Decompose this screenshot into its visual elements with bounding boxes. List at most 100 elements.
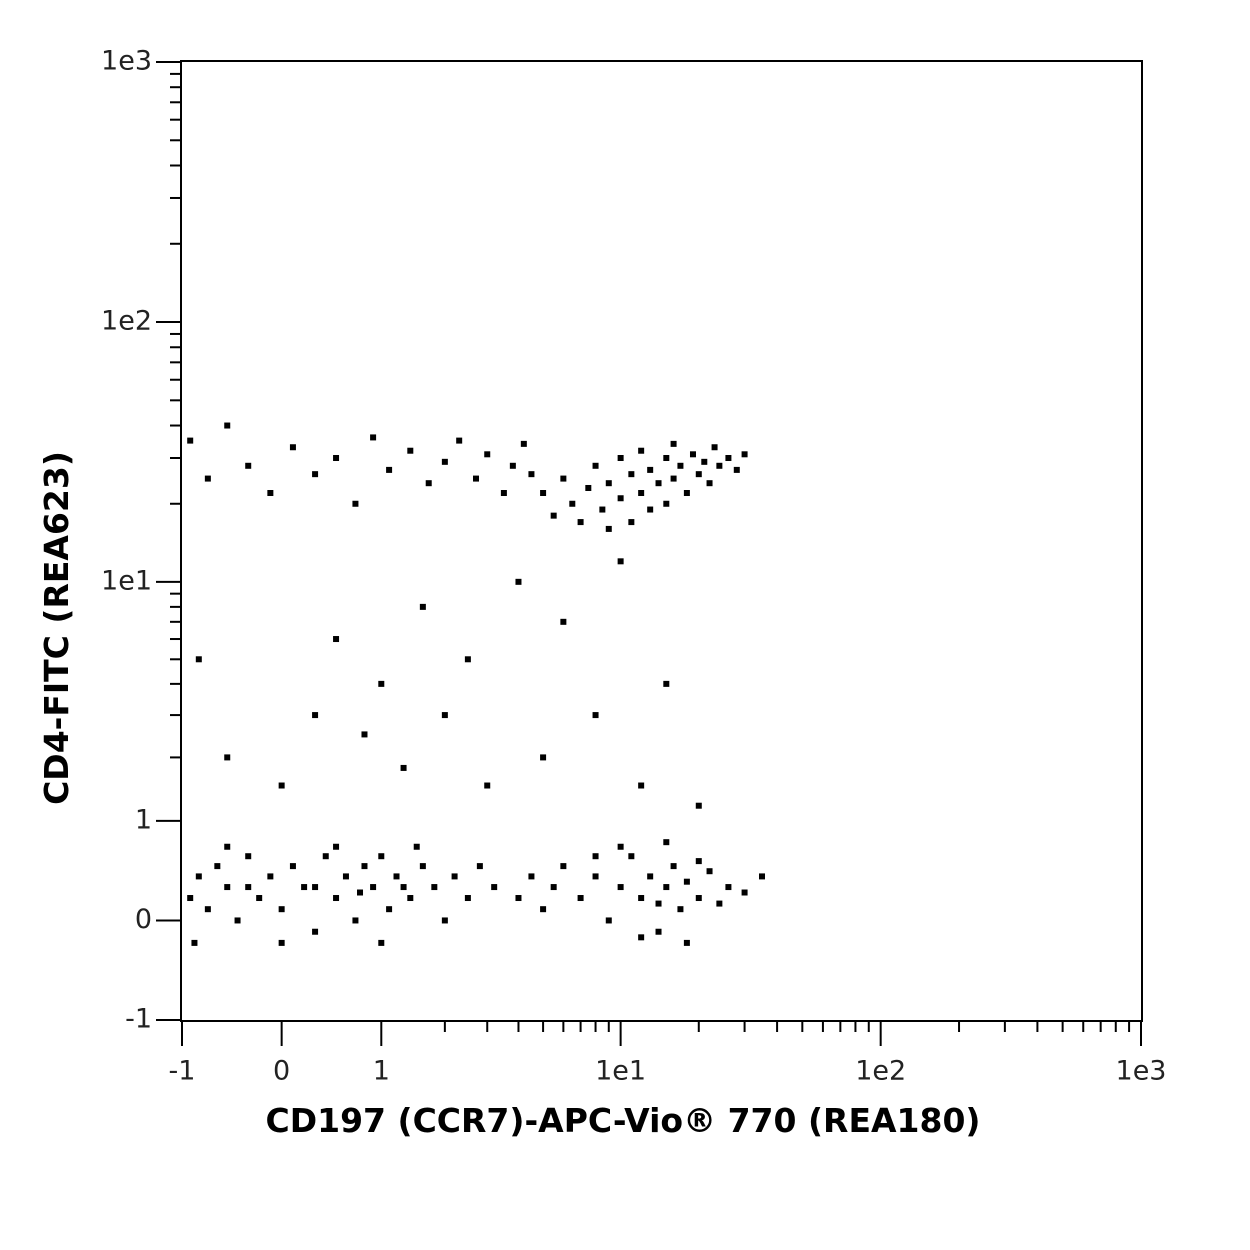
data-point — [725, 884, 732, 891]
data-point — [585, 484, 592, 491]
data-point — [725, 455, 732, 462]
data-point — [224, 843, 231, 850]
x-tick-label: 0 — [273, 1056, 290, 1087]
data-point — [491, 884, 498, 891]
data-point — [407, 447, 414, 454]
data-point — [224, 884, 231, 891]
data-point — [706, 480, 713, 487]
data-point — [370, 434, 377, 441]
data-point — [670, 475, 677, 482]
data-point — [683, 878, 690, 885]
data-point — [187, 437, 194, 444]
data-point — [683, 490, 690, 497]
data-point — [741, 889, 748, 896]
data-point — [663, 455, 670, 462]
data-point — [599, 506, 606, 513]
data-point — [663, 839, 670, 846]
data-point — [191, 939, 198, 946]
data-point — [413, 843, 420, 850]
data-point — [245, 853, 252, 860]
data-point — [528, 873, 535, 880]
data-point — [716, 462, 723, 469]
data-point — [663, 500, 670, 507]
x-axis-title: CD197 (CCR7)-APC-Vio® 770 (REA180) — [266, 1101, 981, 1140]
data-point — [322, 853, 329, 860]
data-point — [224, 754, 231, 761]
data-point — [605, 917, 612, 924]
data-point — [628, 853, 635, 860]
data-point — [333, 636, 340, 643]
data-point — [400, 764, 407, 771]
data-point — [333, 455, 340, 462]
data-point — [451, 873, 458, 880]
data-point — [441, 917, 448, 924]
data-point — [628, 519, 635, 526]
data-point — [441, 458, 448, 465]
data-point — [234, 917, 241, 924]
data-point — [716, 900, 723, 907]
data-point — [204, 475, 211, 482]
data-point — [278, 782, 285, 789]
y-tick-label: 1e1 — [101, 565, 152, 596]
data-point — [701, 458, 708, 465]
data-point — [289, 444, 296, 451]
data-point — [476, 863, 483, 870]
data-point — [333, 895, 340, 902]
data-point — [569, 500, 576, 507]
data-point — [540, 906, 547, 913]
data-point — [683, 939, 690, 946]
data-point — [361, 731, 368, 738]
data-point — [592, 712, 599, 719]
data-point — [256, 895, 263, 902]
y-tick-label: 1e2 — [101, 306, 152, 337]
data-point — [655, 480, 662, 487]
data-point — [655, 928, 662, 935]
data-point — [550, 512, 557, 519]
x-tick-label: 1 — [373, 1056, 390, 1087]
data-point — [540, 490, 547, 497]
data-point — [278, 939, 285, 946]
data-point — [628, 471, 635, 478]
data-point — [695, 895, 702, 902]
data-point — [605, 480, 612, 487]
data-point — [706, 868, 713, 875]
data-point — [670, 863, 677, 870]
data-point — [689, 451, 696, 458]
x-tick-label: -1 — [169, 1056, 196, 1087]
data-point — [267, 490, 274, 497]
data-point — [647, 873, 654, 880]
data-point — [560, 863, 567, 870]
y-axis-title: CD4-FITC (REA623) — [37, 451, 76, 805]
data-point — [617, 455, 624, 462]
data-point — [441, 712, 448, 719]
data-point — [520, 440, 527, 447]
data-point — [352, 917, 359, 924]
data-point — [677, 906, 684, 913]
data-point — [278, 906, 285, 913]
data-point — [638, 782, 645, 789]
data-point — [370, 884, 377, 891]
data-point — [473, 475, 480, 482]
data-point — [509, 462, 516, 469]
data-point — [638, 934, 645, 941]
data-point — [195, 873, 202, 880]
data-point — [592, 873, 599, 880]
data-point — [617, 843, 624, 850]
data-point — [733, 466, 740, 473]
data-point — [187, 895, 194, 902]
data-point — [663, 884, 670, 891]
data-point — [267, 873, 274, 880]
data-point — [419, 603, 426, 610]
data-point — [425, 480, 432, 487]
data-point — [378, 853, 385, 860]
data-point — [577, 519, 584, 526]
data-point — [289, 863, 296, 870]
data-point — [677, 462, 684, 469]
data-point — [342, 873, 349, 880]
data-point — [378, 680, 385, 687]
data-point — [386, 466, 393, 473]
x-tick-label: 1e2 — [855, 1056, 906, 1087]
data-point — [759, 873, 766, 880]
data-point — [617, 558, 624, 565]
